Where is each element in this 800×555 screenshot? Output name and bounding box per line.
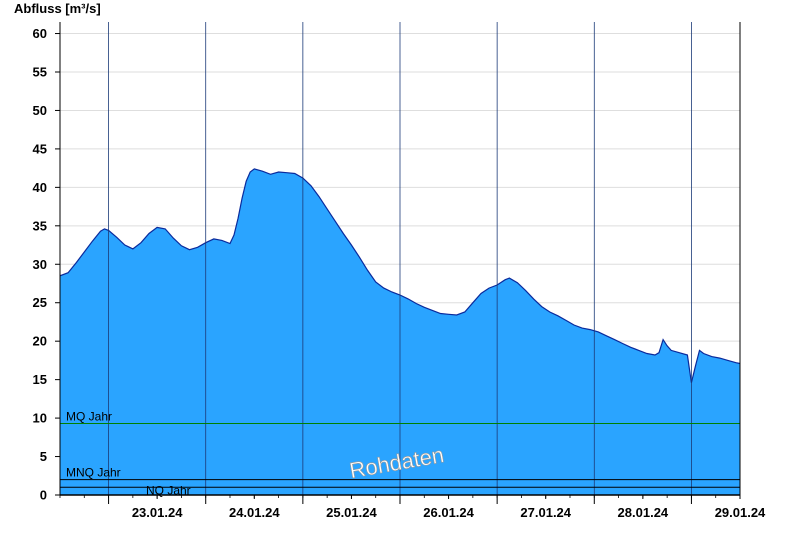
data-area-layer (60, 22, 740, 495)
y-axis-label: Abfluss [m³/s] (14, 1, 101, 16)
x-tick-label: 29.01.24 (715, 505, 766, 520)
x-tick-label: 26.01.24 (423, 505, 474, 520)
x-tick-label: 23.01.24 (132, 505, 183, 520)
reference-lines: MQ Jahr MNQ Jahr NQ Jahr (60, 409, 740, 497)
y-tick-label: 35 (33, 218, 47, 233)
y-tick-label: 20 (33, 334, 47, 349)
x-tick-label: 28.01.24 (618, 505, 669, 520)
x-tick-label: 24.01.24 (229, 505, 280, 520)
y-tick-label: 30 (33, 257, 47, 272)
reference-line-label: MNQ Jahr (66, 466, 121, 480)
reference-line-label: NQ Jahr (146, 483, 191, 497)
y-ticks: 0 5 10 15 20 25 30 35 40 45 50 55 60 (33, 26, 60, 503)
y-tick-label: 50 (33, 103, 47, 118)
x-tick-label: 27.01.24 (520, 505, 571, 520)
x-tick-label: 25.01.24 (326, 505, 377, 520)
x-ticks: 23.01.24 24.01.24 25.01.24 26.01.24 27.01.24… (59, 495, 766, 520)
y-tick-label: 0 (40, 488, 47, 503)
y-tick-label: 25 (33, 295, 47, 310)
y-tick-label: 55 (33, 64, 47, 79)
y-tick-label: 5 (40, 449, 47, 464)
discharge-line (60, 168, 740, 383)
y-tick-label: 60 (33, 26, 47, 41)
y-tick-label: 45 (33, 141, 47, 156)
y-tick-label: 15 (33, 372, 47, 387)
y-tick-label: 40 (33, 180, 47, 195)
reference-line-label: MQ Jahr (66, 409, 112, 423)
y-tick-label: 10 (33, 411, 47, 426)
